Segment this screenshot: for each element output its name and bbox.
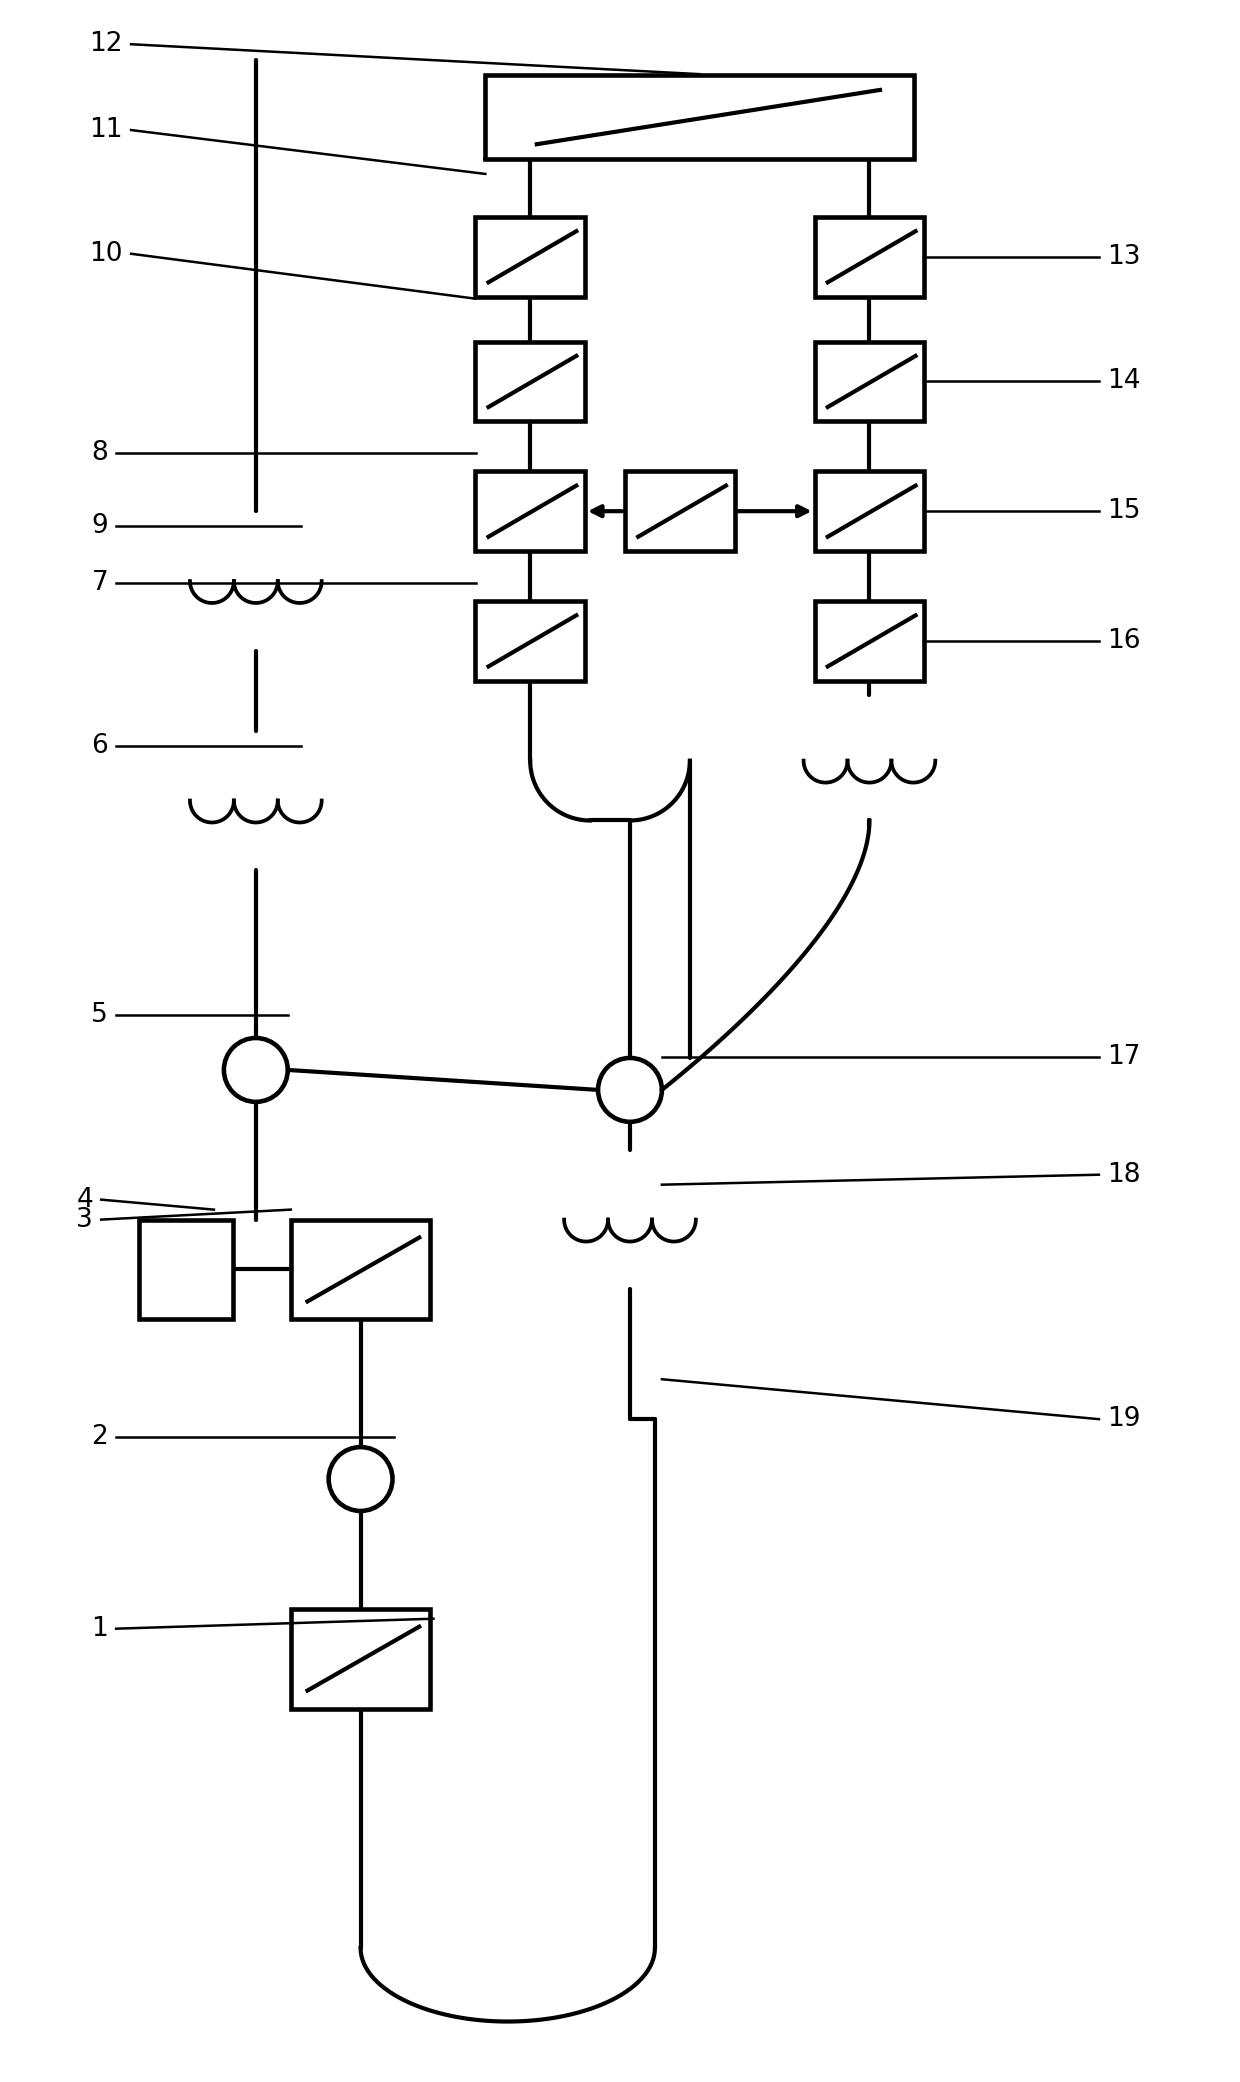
Text: 4: 4 bbox=[77, 1187, 93, 1212]
Bar bbox=[475, 602, 585, 681]
Text: 19: 19 bbox=[1107, 1405, 1141, 1432]
Text: 14: 14 bbox=[1107, 369, 1141, 393]
Bar bbox=[815, 217, 924, 296]
Bar bbox=[815, 471, 924, 552]
Bar bbox=[475, 341, 585, 421]
Text: 5: 5 bbox=[92, 1001, 108, 1029]
Text: 3: 3 bbox=[77, 1208, 93, 1233]
Bar bbox=[625, 471, 735, 552]
Text: 9: 9 bbox=[92, 512, 108, 539]
Text: 15: 15 bbox=[1107, 498, 1141, 525]
Text: 8: 8 bbox=[92, 439, 108, 466]
Bar bbox=[815, 341, 924, 421]
Text: 12: 12 bbox=[89, 31, 123, 56]
Text: 11: 11 bbox=[89, 117, 123, 144]
Text: 13: 13 bbox=[1107, 244, 1141, 271]
Text: 10: 10 bbox=[89, 242, 123, 266]
Bar bbox=[290, 1220, 430, 1320]
Bar bbox=[485, 75, 914, 160]
Text: 16: 16 bbox=[1107, 629, 1141, 654]
Bar bbox=[290, 1609, 430, 1709]
Text: 1: 1 bbox=[92, 1616, 108, 1643]
Text: 17: 17 bbox=[1107, 1043, 1141, 1070]
Bar bbox=[475, 217, 585, 296]
Text: 2: 2 bbox=[92, 1424, 108, 1449]
Bar bbox=[815, 602, 924, 681]
Bar bbox=[139, 1220, 233, 1320]
Text: 6: 6 bbox=[92, 733, 108, 758]
Text: 7: 7 bbox=[92, 570, 108, 595]
Bar bbox=[475, 471, 585, 552]
Text: 18: 18 bbox=[1107, 1162, 1141, 1187]
